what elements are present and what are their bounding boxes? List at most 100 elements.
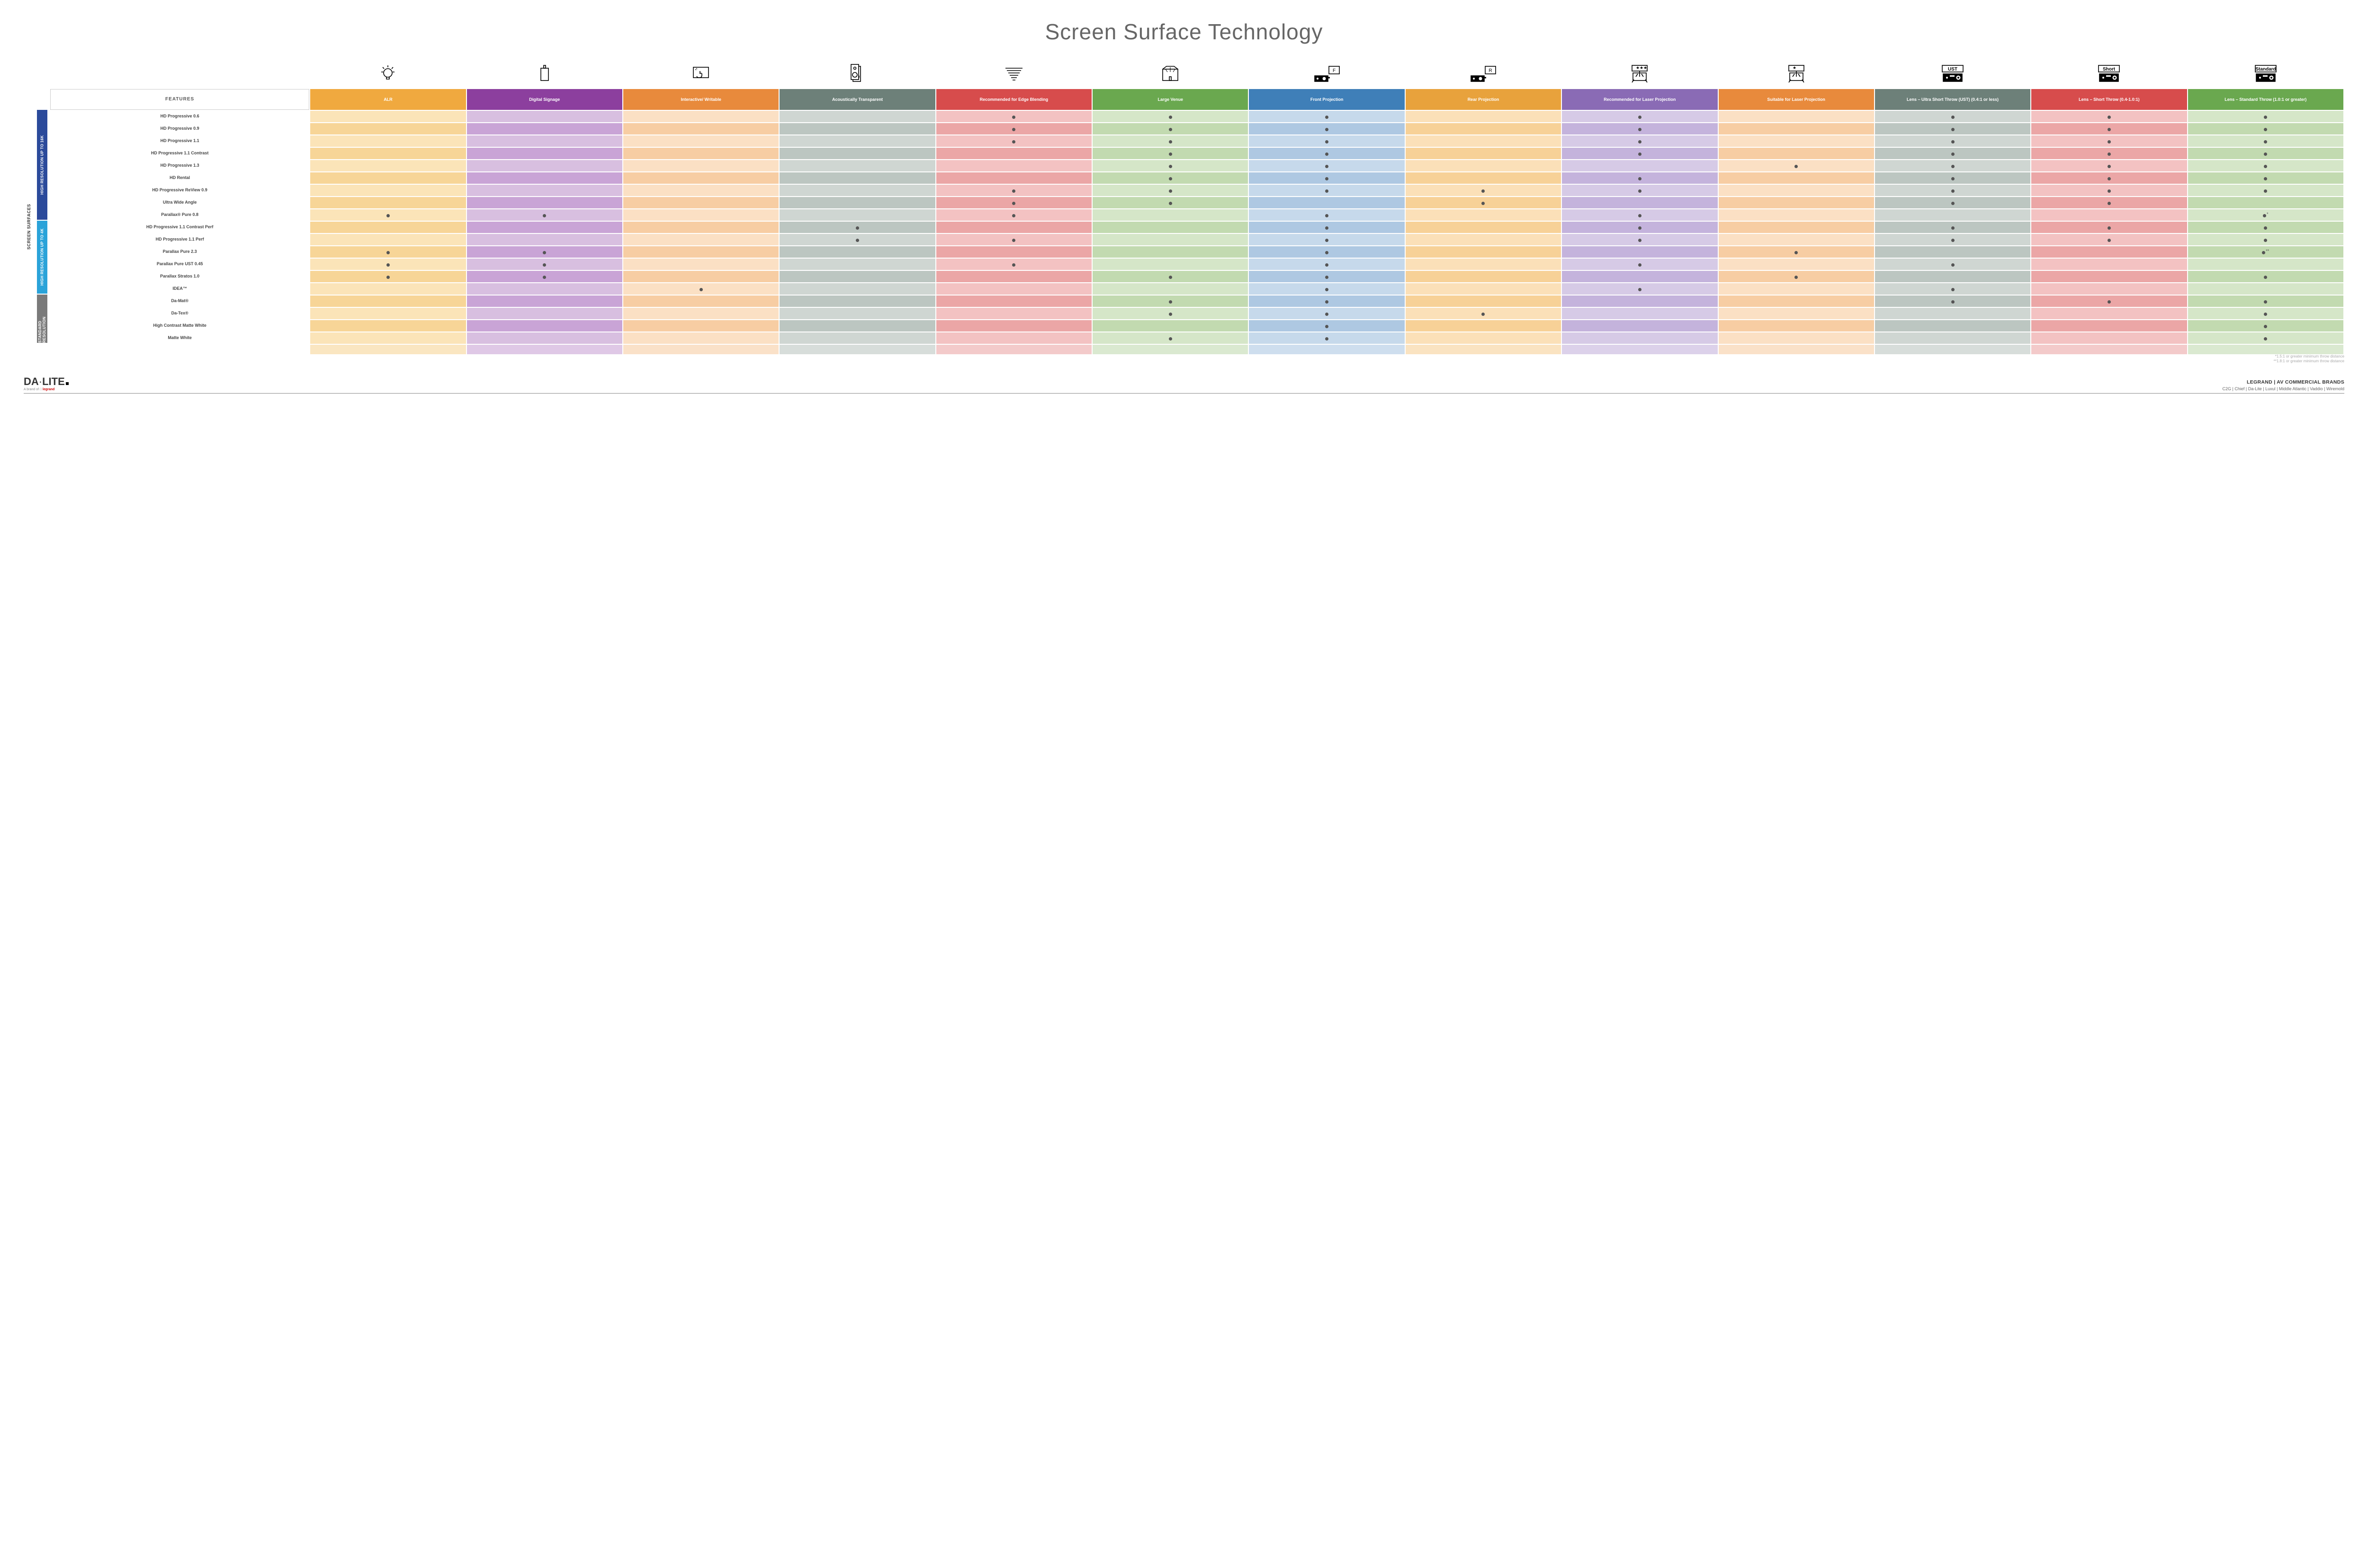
cell-std bbox=[2188, 111, 2343, 122]
row-label: HD Progressive 0.6 bbox=[50, 111, 309, 122]
column-icon-st: Short bbox=[2031, 60, 2187, 88]
footnotes: *1.5:1 or greater minimum throw distance… bbox=[49, 354, 2344, 364]
cell-ds bbox=[467, 259, 622, 270]
cell-slp bbox=[1719, 308, 1874, 319]
cell-fp bbox=[1249, 148, 1404, 159]
cell-at bbox=[780, 296, 935, 307]
cell-st bbox=[2031, 246, 2187, 258]
row-label: Parallax Pure UST 0.45 bbox=[50, 259, 309, 270]
cell-fp bbox=[1249, 320, 1404, 332]
cell-fp bbox=[1249, 160, 1404, 171]
cell-iw bbox=[623, 160, 779, 171]
brand-list: LEGRAND | AV COMMERCIAL BRANDS C2G | Chi… bbox=[2223, 379, 2344, 391]
column-header-rp: Rear Projection bbox=[1406, 89, 1561, 110]
cell-lv bbox=[1093, 320, 1248, 332]
svg-text:★: ★ bbox=[1643, 65, 1647, 70]
cell-ds bbox=[467, 332, 622, 344]
cell-eb bbox=[936, 197, 1092, 208]
cell-lv bbox=[1093, 172, 1248, 184]
cell-eb bbox=[936, 172, 1092, 184]
cell-eb bbox=[936, 222, 1092, 233]
cell-alr bbox=[310, 283, 466, 295]
cell-st bbox=[2031, 320, 2187, 332]
cell-ds bbox=[467, 222, 622, 233]
cell-fp bbox=[1249, 271, 1404, 282]
cell-alr bbox=[310, 320, 466, 332]
cell-std bbox=[2188, 332, 2343, 344]
cell-ust bbox=[1875, 222, 2030, 233]
cell-std bbox=[2188, 234, 2343, 245]
cell-ds bbox=[467, 197, 622, 208]
cell-st bbox=[2031, 111, 2187, 122]
cell-st bbox=[2031, 123, 2187, 134]
cell-rlp bbox=[1562, 234, 1717, 245]
cell-slp bbox=[1719, 135, 1874, 147]
cell-eb bbox=[936, 185, 1092, 196]
cell-ust bbox=[1875, 209, 2030, 221]
cell-rp bbox=[1406, 111, 1561, 122]
cell-ust bbox=[1875, 246, 2030, 258]
chart: SCREEN SURFACES HIGH RESOLUTION UP TO 16… bbox=[24, 59, 2344, 364]
cell-ds bbox=[467, 160, 622, 171]
column-header-at: Acoustically Transparent bbox=[780, 89, 935, 110]
cell-alr bbox=[310, 234, 466, 245]
svg-text:R: R bbox=[1489, 68, 1492, 73]
cell-lv bbox=[1093, 197, 1248, 208]
cell-lv bbox=[1093, 123, 1248, 134]
cell-fp bbox=[1249, 283, 1404, 295]
column-header-iw: Interactive/ Writable bbox=[623, 89, 779, 110]
cell-at bbox=[780, 209, 935, 221]
cell-lv bbox=[1093, 271, 1248, 282]
cell-eb bbox=[936, 320, 1092, 332]
cell-fp bbox=[1249, 246, 1404, 258]
cell-rp bbox=[1406, 148, 1561, 159]
cell-alr bbox=[310, 222, 466, 233]
cell-st bbox=[2031, 283, 2187, 295]
cell-iw bbox=[623, 308, 779, 319]
cell-std bbox=[2188, 283, 2343, 295]
column-header-alr: ALR bbox=[310, 89, 466, 110]
row-label: HD Progressive 1.1 Contrast Perf bbox=[50, 222, 309, 233]
cell-lv bbox=[1093, 332, 1248, 344]
cell-ds bbox=[467, 308, 622, 319]
cell-std bbox=[2188, 185, 2343, 196]
cell-at bbox=[780, 172, 935, 184]
cell-slp bbox=[1719, 123, 1874, 134]
footer: DA·LITE A brand of □ legrand LEGRAND | A… bbox=[24, 376, 2344, 394]
cell-iw bbox=[623, 209, 779, 221]
cell-at bbox=[780, 222, 935, 233]
cell-slp bbox=[1719, 172, 1874, 184]
comparison-table: F R ★★★ ★ UST Short Standard FEATURESAL bbox=[49, 59, 2344, 355]
cell-rp bbox=[1406, 246, 1561, 258]
column-header-eb: Recommended for Edge Blending bbox=[936, 89, 1092, 110]
cell-rp bbox=[1406, 234, 1561, 245]
cell-rp bbox=[1406, 197, 1561, 208]
cell-eb bbox=[936, 135, 1092, 147]
cell-fp bbox=[1249, 234, 1404, 245]
cell-st bbox=[2031, 296, 2187, 307]
cell-rp bbox=[1406, 259, 1561, 270]
cell-slp bbox=[1719, 234, 1874, 245]
column-header-lv: Large Venue bbox=[1093, 89, 1248, 110]
cell-iw bbox=[623, 296, 779, 307]
cell-alr bbox=[310, 148, 466, 159]
cell-fp bbox=[1249, 332, 1404, 344]
cell-alr bbox=[310, 271, 466, 282]
cell-lv bbox=[1093, 135, 1248, 147]
cell-rp bbox=[1406, 320, 1561, 332]
cell-ust bbox=[1875, 123, 2030, 134]
cell-lv bbox=[1093, 246, 1248, 258]
cell-at bbox=[780, 271, 935, 282]
page-title: Screen Surface Technology bbox=[24, 19, 2344, 45]
cell-ust bbox=[1875, 185, 2030, 196]
svg-text:Standard: Standard bbox=[2255, 67, 2276, 72]
cell-std bbox=[2188, 320, 2343, 332]
cell-fp bbox=[1249, 135, 1404, 147]
cell-alr bbox=[310, 308, 466, 319]
row-group-label: STANDARD RESOLUTION bbox=[37, 295, 47, 343]
row-label: HD Progressive 1.1 Contrast bbox=[50, 148, 309, 159]
column-icon-ust: UST bbox=[1875, 60, 2030, 88]
column-icon-ds bbox=[467, 60, 622, 88]
cell-ust bbox=[1875, 259, 2030, 270]
cell-fp bbox=[1249, 123, 1404, 134]
